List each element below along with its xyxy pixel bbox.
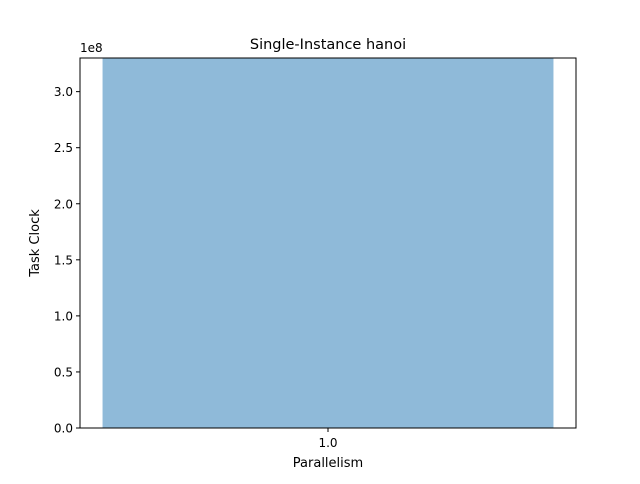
plot-area bbox=[102, 58, 554, 428]
y-tick-label: 0.0 bbox=[54, 422, 73, 436]
chart-title: Single-Instance hanoi bbox=[250, 37, 406, 53]
y-tick-label: 2.0 bbox=[54, 197, 73, 211]
x-axis-ticks: 1.0 bbox=[318, 428, 338, 450]
axes-frame bbox=[79, 57, 577, 429]
y-axis-ticks: 0.0 0.5 1.0 1.5 2.0 2.5 3.0 bbox=[54, 85, 80, 436]
y-tick-label: 2.5 bbox=[54, 141, 73, 155]
y-tick-label: 1.5 bbox=[54, 253, 73, 267]
y-offset-label: 1e8 bbox=[80, 41, 103, 55]
y-axis-label: Task Clock bbox=[28, 209, 43, 278]
x-tick-label: 1.0 bbox=[318, 436, 337, 450]
bar-1.0 bbox=[102, 58, 554, 428]
y-tick-label: 0.5 bbox=[54, 365, 73, 379]
y-tick-label: 3.0 bbox=[54, 85, 73, 99]
x-axis-label: Parallelism bbox=[293, 456, 363, 471]
y-tick-label: 1.0 bbox=[54, 309, 73, 323]
